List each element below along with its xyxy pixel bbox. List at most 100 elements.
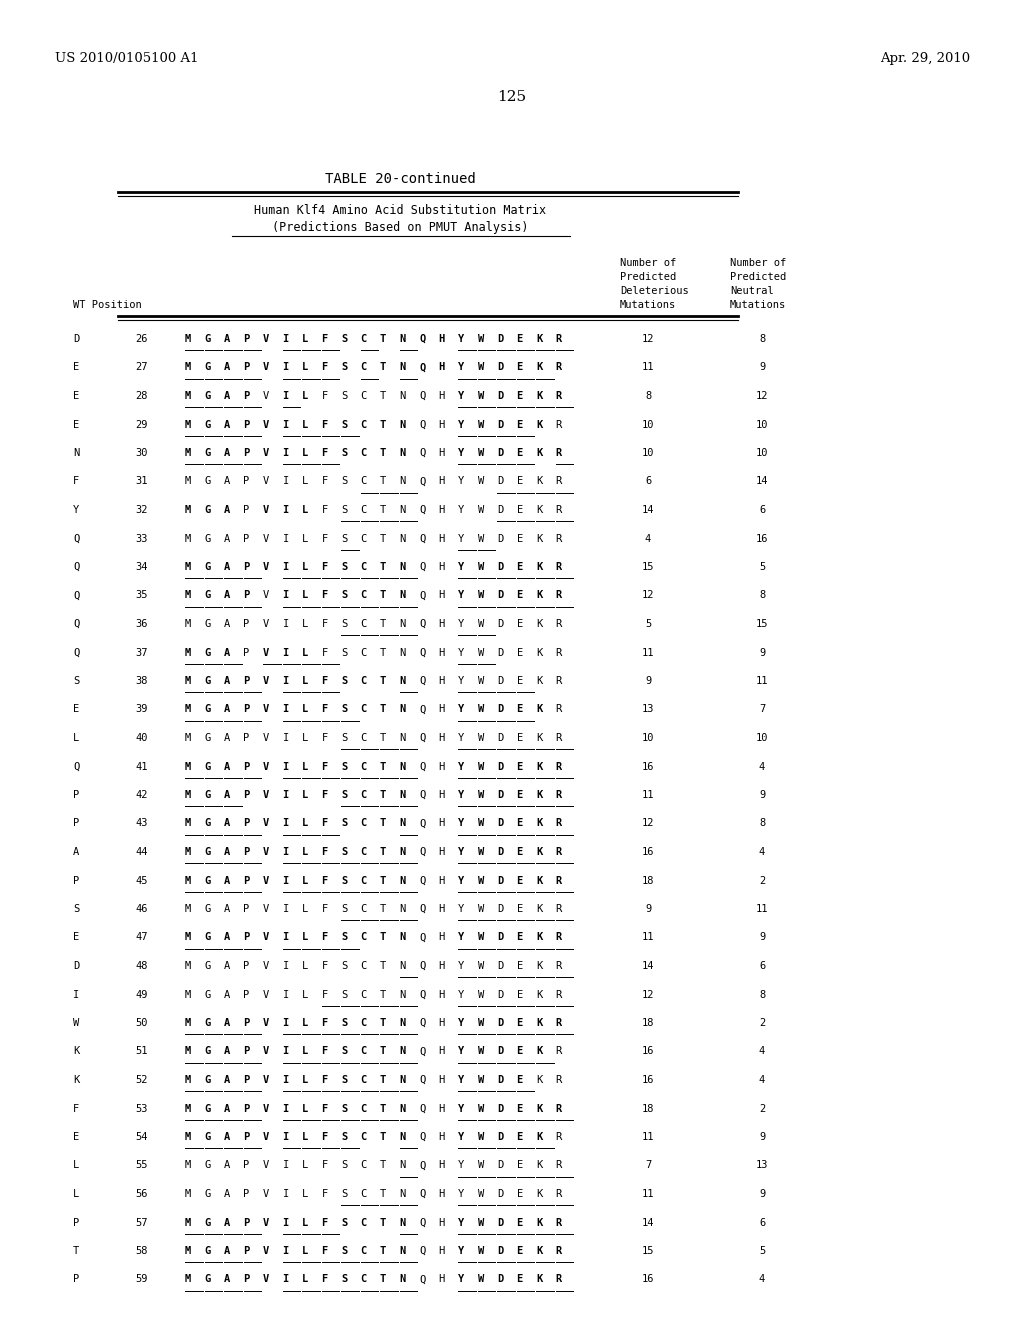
Text: R: R — [555, 590, 562, 601]
Text: P: P — [244, 477, 250, 487]
Text: C: C — [360, 477, 367, 487]
Text: T: T — [380, 363, 386, 372]
Text: Y: Y — [458, 875, 464, 886]
Text: Y: Y — [458, 363, 464, 372]
Text: 10: 10 — [756, 447, 768, 458]
Text: 58: 58 — [135, 1246, 148, 1257]
Text: A: A — [224, 875, 230, 886]
Text: H: H — [438, 961, 444, 972]
Text: C: C — [360, 363, 367, 372]
Text: P: P — [244, 1018, 250, 1028]
Text: L: L — [73, 1189, 79, 1199]
Text: C: C — [360, 562, 367, 572]
Text: K: K — [536, 847, 543, 857]
Text: F: F — [322, 420, 328, 429]
Text: Y: Y — [458, 1104, 464, 1114]
Text: K: K — [536, 619, 543, 630]
Text: E: E — [516, 477, 522, 487]
Text: E: E — [516, 847, 522, 857]
Text: Q: Q — [419, 1217, 425, 1228]
Text: T: T — [380, 1047, 386, 1056]
Text: T: T — [380, 676, 386, 686]
Text: N: N — [399, 391, 406, 401]
Text: K: K — [536, 1246, 543, 1257]
Text: Q: Q — [419, 619, 425, 630]
Text: M: M — [185, 1160, 191, 1171]
Text: T: T — [380, 705, 386, 714]
Text: C: C — [360, 533, 367, 544]
Text: T: T — [380, 648, 386, 657]
Text: Y: Y — [458, 1217, 464, 1228]
Text: 15: 15 — [642, 562, 654, 572]
Text: S: S — [341, 990, 347, 999]
Text: I: I — [283, 676, 289, 686]
Text: R: R — [555, 1217, 562, 1228]
Text: A: A — [224, 1189, 230, 1199]
Text: 8: 8 — [759, 334, 765, 345]
Text: W: W — [477, 1160, 483, 1171]
Text: 6: 6 — [759, 1217, 765, 1228]
Text: C: C — [360, 1133, 367, 1142]
Text: Deleterious: Deleterious — [620, 286, 689, 296]
Text: T: T — [380, 334, 386, 345]
Text: L: L — [302, 477, 308, 487]
Text: Q: Q — [73, 619, 79, 630]
Text: S: S — [73, 904, 79, 913]
Text: I: I — [283, 1160, 289, 1171]
Text: S: S — [341, 1246, 347, 1257]
Text: R: R — [555, 1246, 562, 1257]
Text: Y: Y — [458, 562, 464, 572]
Text: C: C — [360, 762, 367, 771]
Text: Y: Y — [458, 506, 464, 515]
Text: Q: Q — [73, 648, 79, 657]
Text: P: P — [244, 847, 250, 857]
Text: Q: Q — [419, 334, 425, 345]
Text: L: L — [302, 648, 308, 657]
Text: E: E — [516, 391, 522, 401]
Text: W: W — [477, 1133, 483, 1142]
Text: K: K — [536, 733, 543, 743]
Text: D: D — [497, 875, 503, 886]
Text: A: A — [73, 847, 79, 857]
Text: G: G — [205, 705, 211, 714]
Text: 16: 16 — [642, 847, 654, 857]
Text: D: D — [497, 391, 503, 401]
Text: P: P — [244, 762, 250, 771]
Text: M: M — [185, 562, 191, 572]
Text: E: E — [516, 533, 522, 544]
Text: E: E — [73, 932, 79, 942]
Text: H: H — [438, 1074, 444, 1085]
Text: C: C — [360, 1189, 367, 1199]
Text: G: G — [205, 1217, 211, 1228]
Text: N: N — [399, 961, 406, 972]
Text: M: M — [185, 1189, 191, 1199]
Text: D: D — [497, 904, 503, 913]
Text: P: P — [73, 818, 79, 829]
Text: I: I — [283, 619, 289, 630]
Text: Q: Q — [73, 762, 79, 771]
Text: 10: 10 — [642, 733, 654, 743]
Text: 34: 34 — [135, 562, 148, 572]
Text: P: P — [73, 875, 79, 886]
Text: N: N — [399, 705, 406, 714]
Text: D: D — [497, 932, 503, 942]
Text: W: W — [477, 961, 483, 972]
Text: L: L — [302, 847, 308, 857]
Text: I: I — [283, 1133, 289, 1142]
Text: V: V — [263, 676, 269, 686]
Text: F: F — [322, 1074, 328, 1085]
Text: G: G — [205, 506, 211, 515]
Text: V: V — [263, 1047, 269, 1056]
Text: W: W — [477, 676, 483, 686]
Text: V: V — [263, 705, 269, 714]
Text: G: G — [205, 363, 211, 372]
Text: N: N — [399, 1246, 406, 1257]
Text: 12: 12 — [642, 990, 654, 999]
Text: Y: Y — [458, 1275, 464, 1284]
Text: H: H — [438, 733, 444, 743]
Text: M: M — [185, 334, 191, 345]
Text: L: L — [302, 562, 308, 572]
Text: W: W — [477, 1246, 483, 1257]
Text: M: M — [185, 1275, 191, 1284]
Text: R: R — [555, 847, 562, 857]
